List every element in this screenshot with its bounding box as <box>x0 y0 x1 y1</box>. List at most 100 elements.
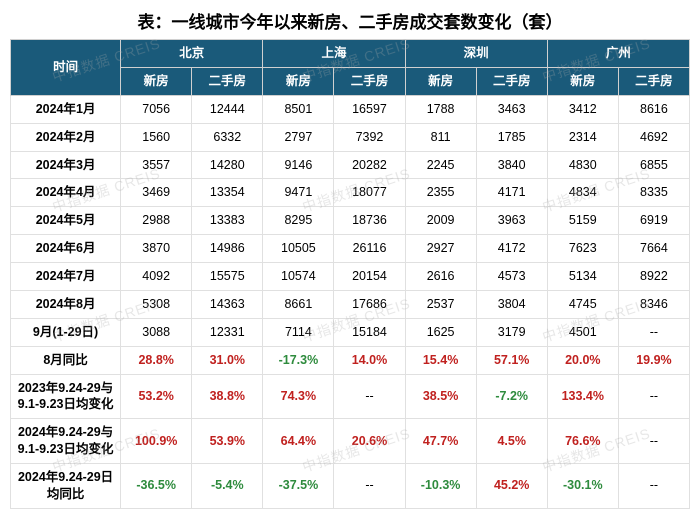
cell-value: 10505 <box>263 235 334 263</box>
cell-value: 2314 <box>547 123 618 151</box>
cell-value: -- <box>618 419 689 464</box>
header-city-2: 深圳 <box>405 40 547 68</box>
cell-value: -30.1% <box>547 464 618 509</box>
cell-value: 4745 <box>547 290 618 318</box>
cell-value: 3179 <box>476 318 547 346</box>
cell-value: 4834 <box>547 179 618 207</box>
cell-value: 12444 <box>192 95 263 123</box>
row-label: 2024年8月 <box>11 290 121 318</box>
cell-value: 14.0% <box>334 346 405 374</box>
header-city-0: 北京 <box>121 40 263 68</box>
cell-value: 13383 <box>192 207 263 235</box>
cell-value: 14363 <box>192 290 263 318</box>
table-header: 时间 北京 上海 深圳 广州 新房二手房新房二手房新房二手房新房二手房 <box>11 40 690 96</box>
cell-value: 133.4% <box>547 374 618 419</box>
cell-value: 20.6% <box>334 419 405 464</box>
cell-value: 10574 <box>263 263 334 291</box>
cell-value: 5134 <box>547 263 618 291</box>
header-city-1: 上海 <box>263 40 405 68</box>
cell-value: -7.2% <box>476 374 547 419</box>
cell-value: 5308 <box>121 290 192 318</box>
cell-value: -10.3% <box>405 464 476 509</box>
table-row: 2024年6月387014986105052611629274172762376… <box>11 235 690 263</box>
cell-value: -5.4% <box>192 464 263 509</box>
cell-value: -- <box>618 318 689 346</box>
cell-value: 18077 <box>334 179 405 207</box>
cell-value: 8616 <box>618 95 689 123</box>
cell-value: 2988 <box>121 207 192 235</box>
table-row: 2024年1月705612444850116597178834633412861… <box>11 95 690 123</box>
cell-value: 2537 <box>405 290 476 318</box>
cell-value: 14280 <box>192 151 263 179</box>
cell-value: 6855 <box>618 151 689 179</box>
cell-value: 76.6% <box>547 419 618 464</box>
cell-value: 3963 <box>476 207 547 235</box>
cell-value: 6919 <box>618 207 689 235</box>
row-label: 2024年2月 <box>11 123 121 151</box>
cell-value: 20282 <box>334 151 405 179</box>
cell-value: 2355 <box>405 179 476 207</box>
cell-value: 3840 <box>476 151 547 179</box>
cell-value: -- <box>334 374 405 419</box>
row-label: 2024年4月 <box>11 179 121 207</box>
cell-value: 3469 <box>121 179 192 207</box>
cell-value: 28.8% <box>121 346 192 374</box>
cell-value: 47.7% <box>405 419 476 464</box>
cell-value: 38.5% <box>405 374 476 419</box>
cell-value: 19.9% <box>618 346 689 374</box>
cell-value: -37.5% <box>263 464 334 509</box>
cell-value: 4501 <box>547 318 618 346</box>
cell-value: 7114 <box>263 318 334 346</box>
cell-value: 64.4% <box>263 419 334 464</box>
cell-value: 9471 <box>263 179 334 207</box>
cell-value: 45.2% <box>476 464 547 509</box>
cell-value: 2009 <box>405 207 476 235</box>
cell-value: 2245 <box>405 151 476 179</box>
cell-value: 3557 <box>121 151 192 179</box>
cell-value: 3088 <box>121 318 192 346</box>
header-subcol: 新房 <box>263 67 334 95</box>
row-label: 2024年9.24-29与9.1-9.23日均变化 <box>11 419 121 464</box>
cell-value: 7056 <box>121 95 192 123</box>
table-row: 2024年4月346913354947118077235541714834833… <box>11 179 690 207</box>
table-row: 9月(1-29日)308812331711415184162531794501-… <box>11 318 690 346</box>
cell-value: 53.2% <box>121 374 192 419</box>
cell-value: 3870 <box>121 235 192 263</box>
table-title: 表：一线城市今年以来新房、二手房成交套数变化（套） <box>10 8 690 33</box>
header-subcol: 二手房 <box>334 67 405 95</box>
table-row: 2024年3月355714280914620282224538404830685… <box>11 151 690 179</box>
cell-value: 8346 <box>618 290 689 318</box>
cell-value: 13354 <box>192 179 263 207</box>
cell-value: 74.3% <box>263 374 334 419</box>
cell-value: 15575 <box>192 263 263 291</box>
cell-value: 9146 <box>263 151 334 179</box>
row-label: 2024年7月 <box>11 263 121 291</box>
header-subcol: 新房 <box>547 67 618 95</box>
row-label: 2024年5月 <box>11 207 121 235</box>
cell-value: 4092 <box>121 263 192 291</box>
cell-value: 8335 <box>618 179 689 207</box>
cell-value: 16597 <box>334 95 405 123</box>
row-label: 9月(1-29日) <box>11 318 121 346</box>
cell-value: 15.4% <box>405 346 476 374</box>
table-row: 2024年9.24-29与9.1-9.23日均变化100.9%53.9%64.4… <box>11 419 690 464</box>
cell-value: 7623 <box>547 235 618 263</box>
cell-value: 17686 <box>334 290 405 318</box>
cell-value: 811 <box>405 123 476 151</box>
table-row: 2024年2月1560633227977392811178523144692 <box>11 123 690 151</box>
row-label: 8月同比 <box>11 346 121 374</box>
row-label: 2023年9.24-29与9.1-9.23日均变化 <box>11 374 121 419</box>
row-label: 2024年9.24-29日均同比 <box>11 464 121 509</box>
cell-value: 6332 <box>192 123 263 151</box>
cell-value: 1788 <box>405 95 476 123</box>
header-subcol: 新房 <box>405 67 476 95</box>
cell-value: 57.1% <box>476 346 547 374</box>
cell-value: 4692 <box>618 123 689 151</box>
cell-value: -36.5% <box>121 464 192 509</box>
cell-value: 4830 <box>547 151 618 179</box>
cell-value: 5159 <box>547 207 618 235</box>
table-row: 2024年5月298813383829518736200939635159691… <box>11 207 690 235</box>
cell-value: 14986 <box>192 235 263 263</box>
table-row: 2024年8月530814363866117686253738044745834… <box>11 290 690 318</box>
cell-value: 1625 <box>405 318 476 346</box>
